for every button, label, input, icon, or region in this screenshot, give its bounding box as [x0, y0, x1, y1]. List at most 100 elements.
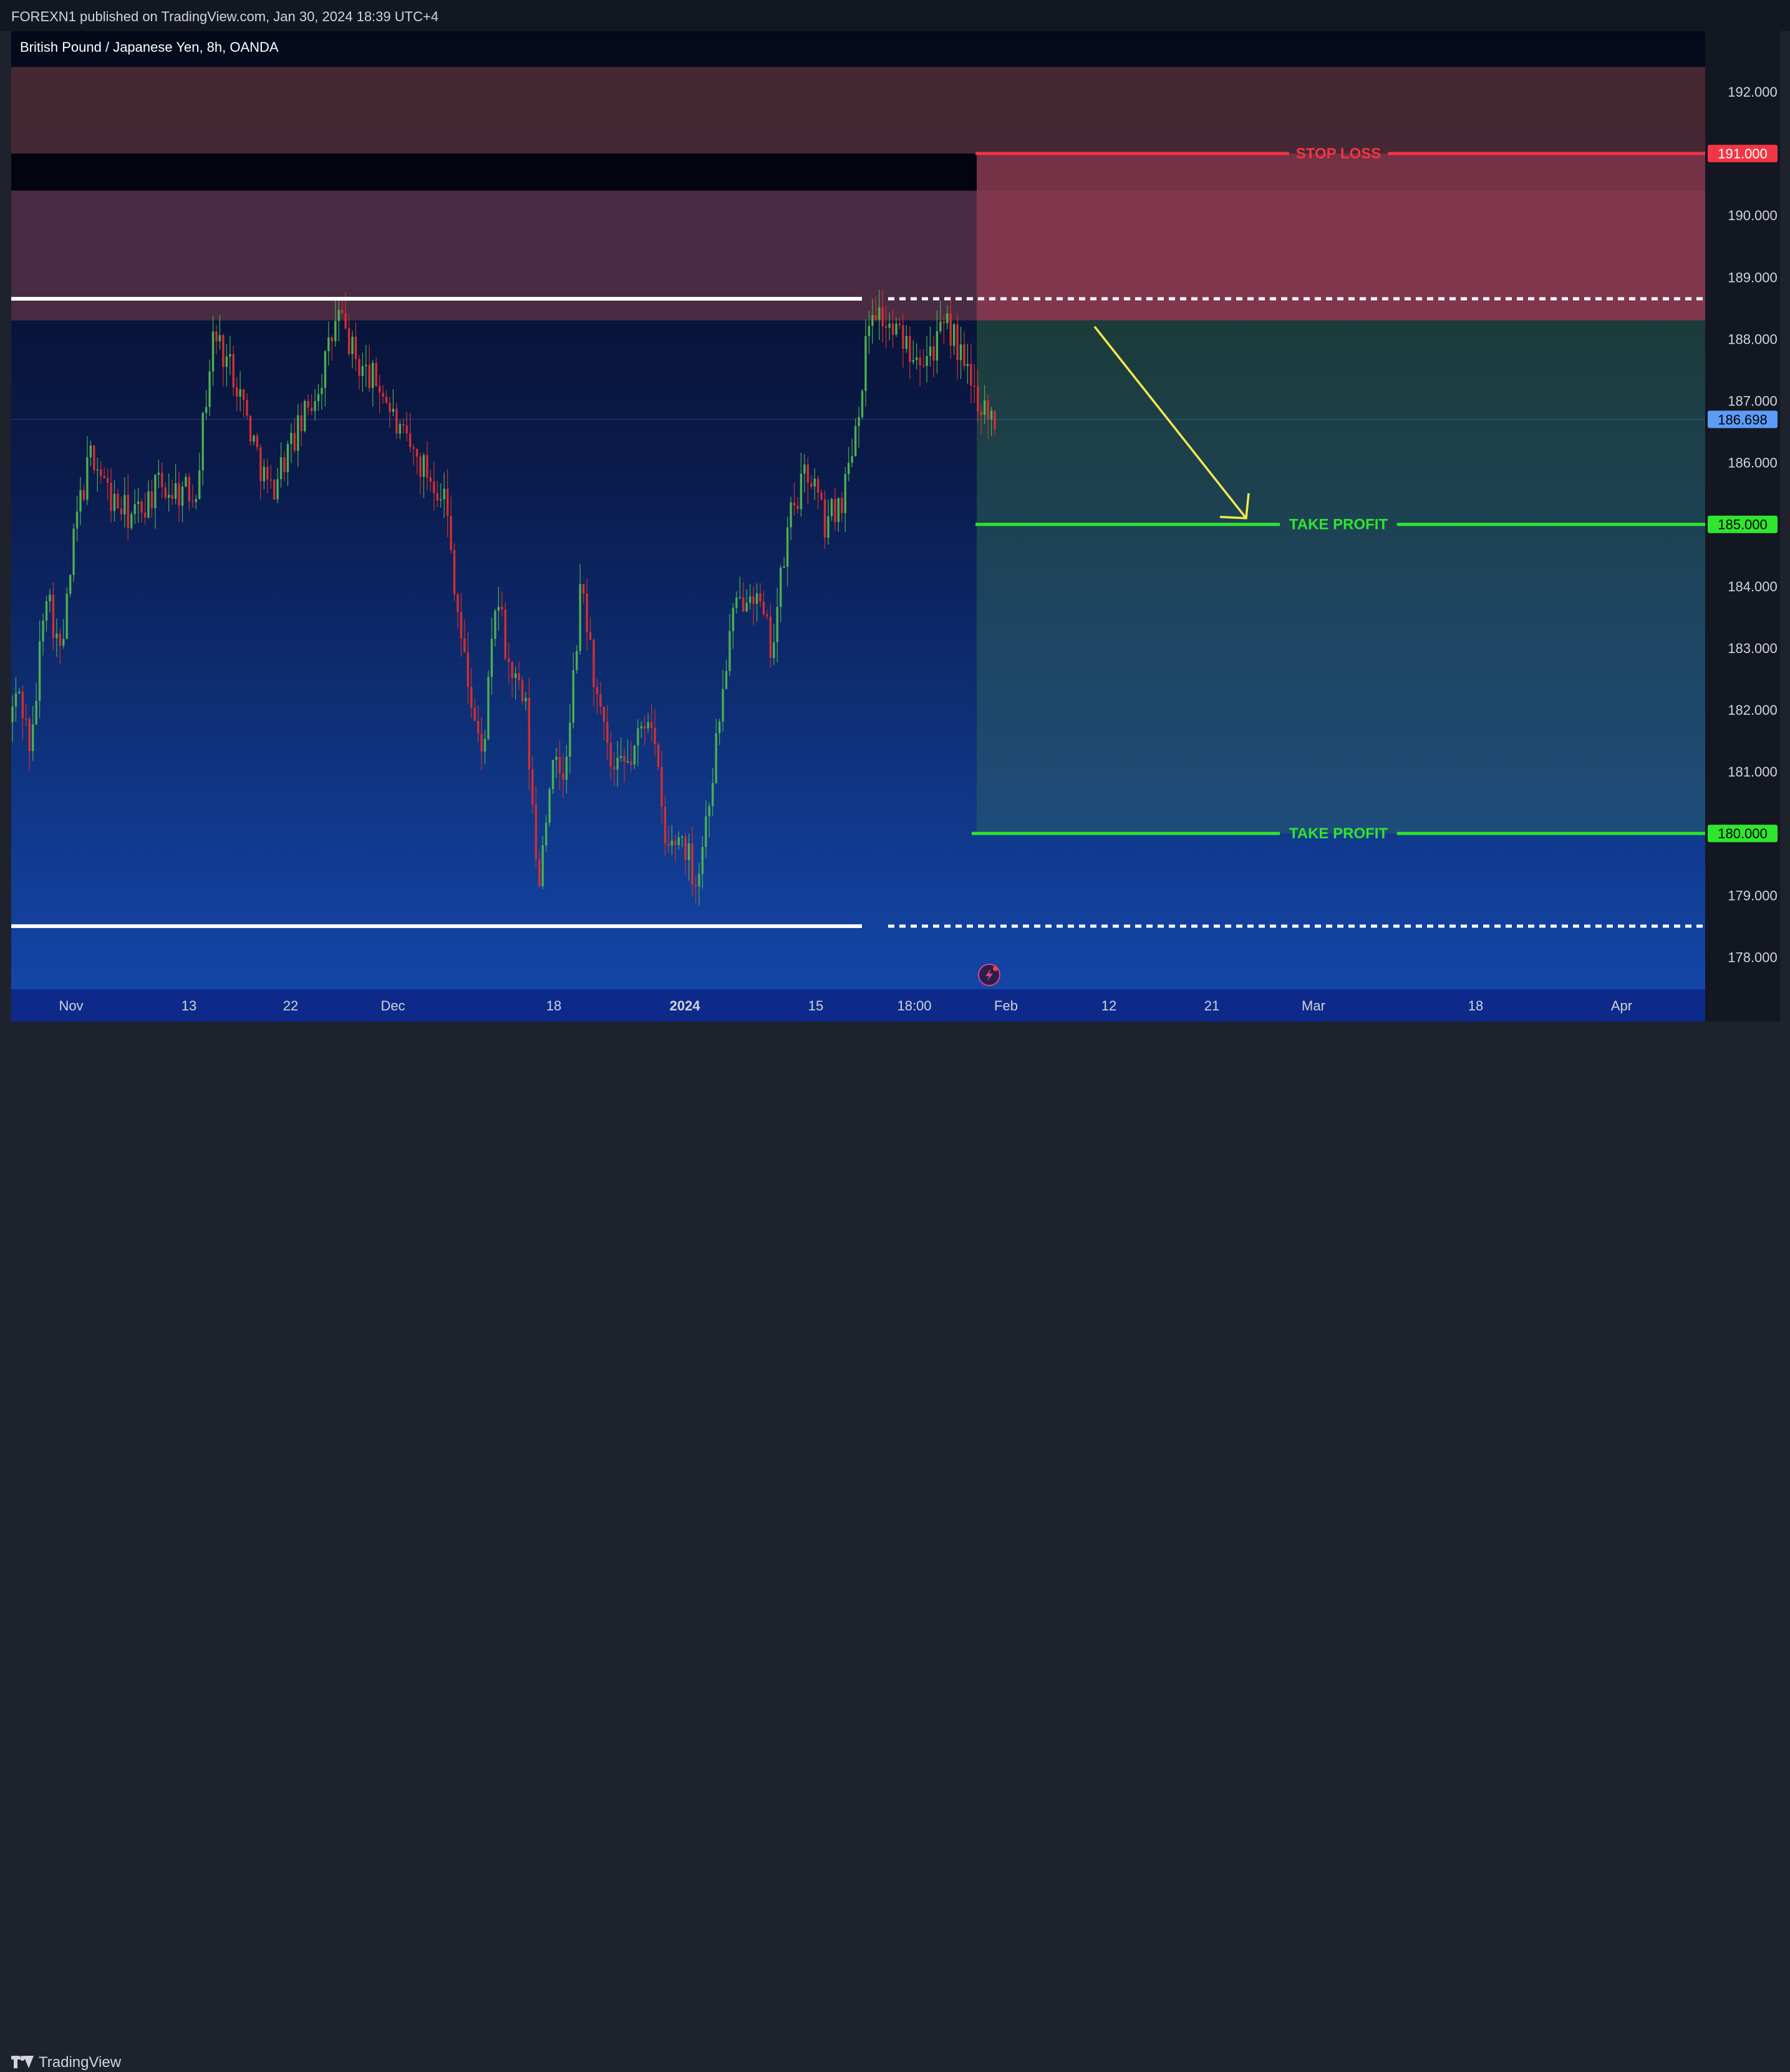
candle — [548, 787, 551, 827]
candle — [576, 645, 578, 674]
candle — [480, 717, 483, 771]
candle — [178, 471, 180, 523]
candle — [977, 369, 979, 423]
y-tick-label: 190.000 — [1728, 208, 1778, 223]
candle — [956, 313, 959, 380]
candle — [123, 477, 126, 528]
chart-title: British Pound / Japanese Yen, 8h, OANDA — [20, 39, 279, 55]
candle — [307, 394, 309, 415]
candle — [884, 305, 888, 348]
candle — [477, 705, 480, 743]
candle — [171, 480, 173, 505]
candle — [871, 298, 874, 344]
candle — [970, 343, 972, 404]
candle — [946, 305, 949, 330]
candle — [253, 433, 255, 445]
candle — [952, 322, 955, 356]
candle — [780, 564, 782, 622]
trend-arrow[interactable] — [1093, 326, 1247, 519]
candle — [521, 676, 524, 705]
candle — [949, 296, 952, 359]
candle — [691, 826, 694, 897]
candle — [56, 618, 58, 657]
candle — [310, 394, 313, 415]
candle — [973, 364, 976, 404]
candle — [218, 315, 221, 350]
candle — [694, 876, 697, 904]
candle — [541, 836, 544, 890]
candle — [783, 557, 785, 569]
candle — [185, 473, 187, 488]
candle — [331, 335, 333, 361]
candle — [443, 472, 445, 518]
candle — [147, 480, 150, 519]
candle — [382, 385, 384, 404]
time-axis[interactable] — [11, 989, 1705, 1022]
candle — [759, 583, 762, 608]
candle — [164, 482, 167, 500]
candle — [538, 849, 541, 888]
candle — [514, 666, 517, 700]
supply-zone-1 — [11, 67, 1705, 154]
candle — [572, 652, 574, 729]
candle — [823, 490, 826, 549]
candle — [712, 768, 714, 816]
candle — [990, 407, 993, 437]
candle — [130, 511, 133, 530]
candle — [59, 628, 61, 664]
y-tick-label: 184.000 — [1728, 579, 1778, 594]
candle — [786, 516, 789, 586]
candle — [75, 495, 79, 541]
footer: TradingView — [0, 1022, 1790, 2071]
candle — [874, 296, 877, 322]
tradingview-logo[interactable]: TradingView — [11, 2053, 121, 2072]
candle — [422, 453, 425, 498]
chart-frame[interactable]: STOP LOSS TAKE PROFIT TAKE PROFIT British … — [11, 31, 1780, 1022]
candle — [851, 438, 853, 468]
candle — [222, 333, 225, 387]
candle — [745, 589, 748, 612]
candle — [508, 642, 510, 684]
candle — [657, 742, 660, 770]
candle — [242, 389, 245, 418]
candle — [79, 477, 82, 525]
candle — [110, 468, 112, 523]
candle — [705, 800, 707, 859]
candle — [290, 423, 293, 463]
candle — [619, 737, 622, 762]
take-profit-label: TAKE PROFIT — [1289, 516, 1388, 533]
candle — [912, 340, 914, 365]
candle — [963, 331, 965, 370]
candle — [157, 459, 160, 488]
svg-text:191.000: 191.000 — [1718, 146, 1768, 162]
candle — [987, 394, 989, 440]
candle — [113, 480, 116, 522]
candle — [762, 591, 765, 617]
candle — [718, 719, 721, 745]
price-chart[interactable]: STOP LOSS TAKE PROFIT TAKE PROFIT British … — [11, 31, 1780, 1022]
take-profit-zone[interactable] — [977, 320, 1705, 834]
candle — [229, 336, 231, 375]
stop-loss-zone[interactable] — [977, 153, 1705, 321]
candle — [409, 412, 412, 453]
candle — [195, 495, 197, 510]
candle — [687, 833, 690, 881]
y-tick-label: 186.000 — [1728, 455, 1778, 471]
candle — [211, 316, 215, 386]
candle — [535, 786, 537, 867]
candle — [174, 464, 177, 505]
candle — [905, 325, 908, 353]
candle — [137, 487, 140, 523]
candle — [86, 436, 89, 505]
candle — [609, 732, 612, 780]
candle — [286, 440, 289, 487]
candle — [599, 682, 602, 715]
lightning-icon[interactable] — [978, 964, 1000, 986]
candle — [52, 582, 55, 651]
candle — [895, 317, 897, 337]
candle — [450, 496, 452, 554]
candle — [11, 695, 14, 742]
candle — [168, 473, 170, 511]
stop-loss-label: STOP LOSS — [1296, 145, 1381, 162]
candle — [816, 475, 820, 510]
